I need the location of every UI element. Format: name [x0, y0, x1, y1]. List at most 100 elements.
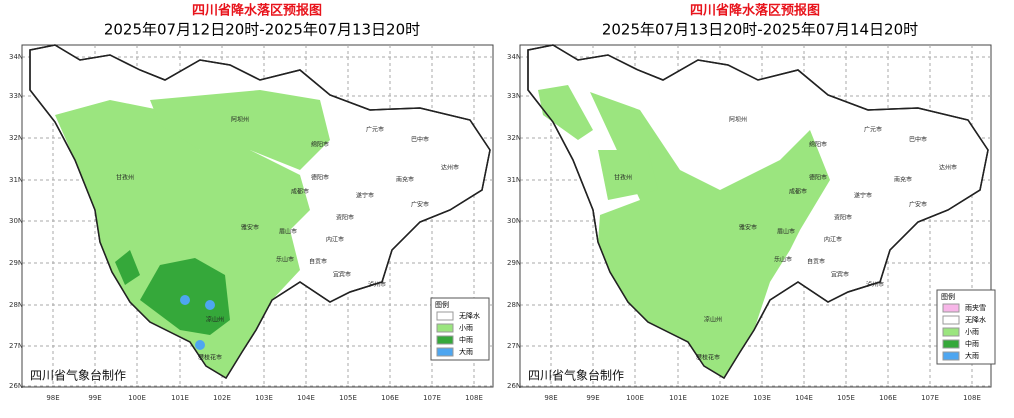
lat-label: 30N [507, 217, 521, 225]
lon-label: 98E [46, 394, 59, 402]
light-rain-area [150, 90, 330, 170]
light-rain-area [55, 100, 310, 378]
legend-label: 大雨 [459, 347, 473, 356]
province-outline [29, 44, 491, 380]
city-label: 眉山市 [777, 228, 795, 236]
lon-label: 104E [297, 394, 315, 402]
city-label: 凉山州 [206, 316, 224, 324]
city-label: 宜宾市 [831, 271, 849, 279]
lon-label: 103E [255, 394, 273, 402]
map-panel: 四川省降水落区预报图 2025年07月13日20时-2025年07月14日20时 3… [507, 3, 996, 402]
lat-label: 29N [9, 259, 23, 267]
lon-label: 106E [381, 394, 399, 402]
city-label: 成都市 [789, 188, 807, 196]
lat-label: 34N [507, 53, 521, 61]
city-label: 德阳市 [809, 174, 827, 182]
lat-label: 34N [9, 53, 23, 61]
legend-label: 无降水 [459, 311, 480, 320]
city-label: 乐山市 [774, 256, 792, 264]
lat-label: 27N [9, 342, 23, 350]
lat-label: 28N [507, 301, 521, 309]
lon-label: 107E [921, 394, 939, 402]
city-label: 达州市 [939, 164, 957, 172]
map-panel: 四川省降水落区预报图 2025年07月12日20时-2025年07月13日20时 3… [9, 3, 494, 402]
lat-label: 31N [507, 176, 521, 184]
legend-label: 中雨 [965, 339, 979, 348]
city-label: 达州市 [441, 164, 459, 172]
lat-label: 33N [507, 92, 521, 100]
lat-label: 29N [507, 259, 521, 267]
credit: 四川省气象台制作 [30, 368, 126, 383]
lat-label: 27N [507, 342, 521, 350]
city-label: 广安市 [411, 201, 429, 209]
city-label: 广元市 [366, 126, 384, 134]
city-label: 凉山州 [704, 316, 722, 324]
lon-label: 98E [544, 394, 557, 402]
heavy-rain-area [205, 300, 215, 310]
legend-label: 小雨 [965, 327, 979, 336]
city-label: 资阳市 [834, 214, 852, 222]
lat-label: 26N [507, 382, 521, 390]
lon-label: 102E [711, 394, 729, 402]
lon-label: 102E [213, 394, 231, 402]
legend-swatch [942, 327, 960, 337]
city-label: 自贡市 [309, 258, 327, 266]
legend-label: 大雨 [965, 351, 979, 360]
city-label: 阿坝州 [231, 116, 249, 124]
lon-label: 105E [339, 394, 357, 402]
legend-title: 图例 [941, 292, 955, 301]
city-label: 德阳市 [311, 174, 329, 182]
lon-label: 108E [963, 394, 981, 402]
city-label: 内江市 [824, 236, 842, 244]
map-title: 四川省降水落区预报图 [690, 3, 820, 19]
city-label: 巴中市 [909, 136, 927, 144]
lon-label: 104E [795, 394, 813, 402]
city-label: 泸州市 [866, 281, 884, 289]
city-label: 攀枝花市 [696, 354, 720, 362]
credit: 四川省气象台制作 [528, 368, 624, 383]
legend-swatch [436, 323, 454, 333]
lat-label: 33N [9, 92, 23, 100]
lon-label: 99E [586, 394, 599, 402]
lat-label: 32N [507, 134, 521, 142]
province-outline [527, 44, 989, 380]
moderate-rain-area [115, 250, 140, 285]
lat-label: 30N [9, 217, 23, 225]
city-label: 南充市 [396, 176, 414, 184]
map-subtitle: 2025年07月12日20时-2025年07月13日20时 [104, 21, 420, 39]
legend-swatch [942, 303, 960, 313]
lon-label: 100E [626, 394, 644, 402]
heavy-rain-area [195, 340, 205, 350]
lat-label: 31N [9, 176, 23, 184]
legend-swatch [942, 351, 960, 361]
lon-label: 101E [171, 394, 189, 402]
legend-label: 小雨 [459, 323, 473, 332]
heavy-rain-area [180, 295, 190, 305]
city-label: 南充市 [894, 176, 912, 184]
city-label: 广元市 [864, 126, 882, 134]
legend-label: 无降水 [965, 315, 986, 324]
city-label: 遂宁市 [356, 192, 374, 200]
city-label: 雅安市 [241, 224, 259, 232]
lon-label: 103E [753, 394, 771, 402]
legend-label: 雨夹雪 [965, 303, 986, 312]
lon-label: 99E [88, 394, 101, 402]
city-label: 甘孜州 [614, 174, 632, 182]
lon-label: 106E [879, 394, 897, 402]
legend-swatch [436, 335, 454, 345]
lon-label: 101E [669, 394, 687, 402]
light-rain-area [598, 150, 658, 200]
city-label: 阿坝州 [729, 116, 747, 124]
legend-label: 中雨 [459, 335, 473, 344]
lat-label: 32N [9, 134, 23, 142]
city-label: 绵阳市 [311, 141, 329, 149]
legend-swatch [436, 311, 454, 321]
city-label: 宜宾市 [333, 271, 351, 279]
city-label: 遂宁市 [854, 192, 872, 200]
lon-label: 107E [423, 394, 441, 402]
legend-title: 图例 [435, 300, 449, 309]
map-title: 四川省降水落区预报图 [192, 3, 322, 19]
city-label: 资阳市 [336, 214, 354, 222]
lat-label: 28N [9, 301, 23, 309]
lon-label: 105E [837, 394, 855, 402]
